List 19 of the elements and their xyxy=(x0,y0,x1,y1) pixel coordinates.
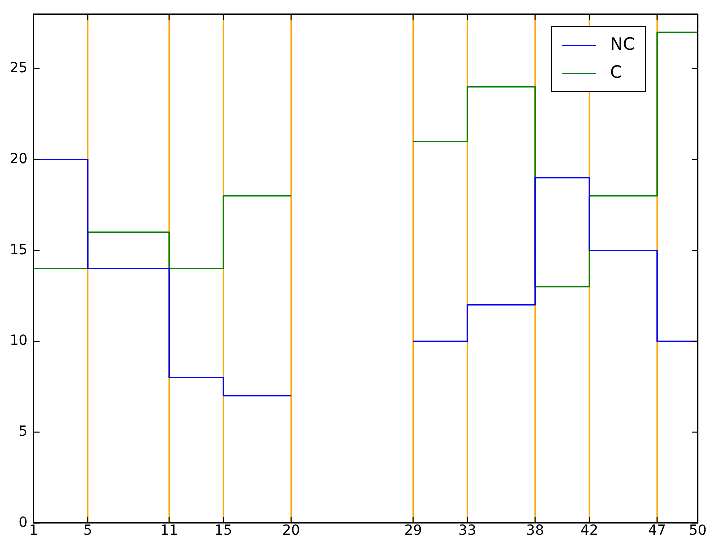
x-tick-label: 15 xyxy=(214,523,232,540)
x-tick-label: 1 xyxy=(29,523,38,540)
x-tick-label: 42 xyxy=(580,523,598,540)
x-tick-label: 11 xyxy=(160,523,178,540)
y-tick-label: 0 xyxy=(18,514,28,531)
x-tick-label: 47 xyxy=(648,523,666,540)
y-tick-label: 15 xyxy=(10,242,28,258)
y-tick-label: 5 xyxy=(18,424,28,440)
x-tick-label: 20 xyxy=(282,523,300,540)
legend-label: C xyxy=(610,62,622,85)
x-tick-label: 33 xyxy=(458,523,476,540)
x-tick-label: 50 xyxy=(689,523,707,540)
x-tick-label: 38 xyxy=(526,523,544,540)
legend-label: NC xyxy=(610,34,635,57)
x-tick-label: 29 xyxy=(404,523,422,540)
y-tick-label: 20 xyxy=(10,151,28,168)
y-tick-label: 10 xyxy=(10,333,28,350)
y-tick-label: 25 xyxy=(10,60,28,77)
x-tick-label: 5 xyxy=(84,523,92,540)
